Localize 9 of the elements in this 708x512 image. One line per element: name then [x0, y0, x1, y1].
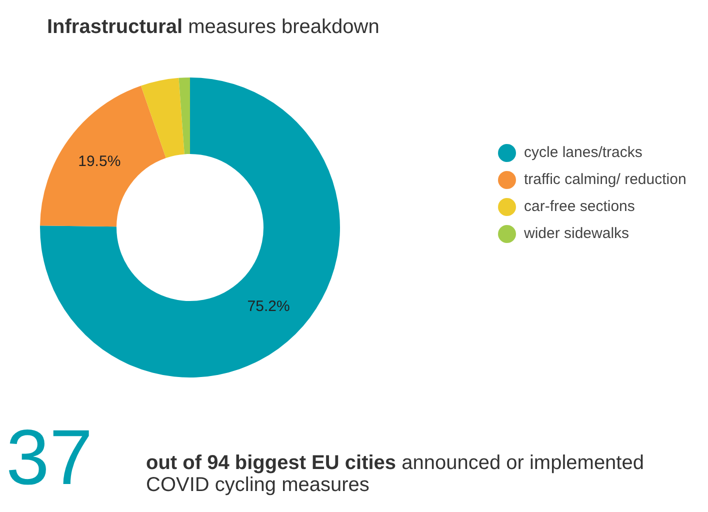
- legend-label: wider sidewalks: [524, 225, 630, 242]
- data-label: 75.2%: [247, 298, 290, 316]
- text: 37: [6, 413, 93, 501]
- legend-label: car-free sections: [524, 198, 635, 215]
- legend-label: traffic calming/ reduction: [524, 171, 686, 188]
- legend-label: cycle lanes/tracks: [524, 144, 642, 161]
- data-label: 19.5%: [78, 153, 121, 170]
- chart-title: Infrastructural measures breakdown: [47, 16, 380, 39]
- text: out of 94 biggest EU cities: [146, 452, 396, 474]
